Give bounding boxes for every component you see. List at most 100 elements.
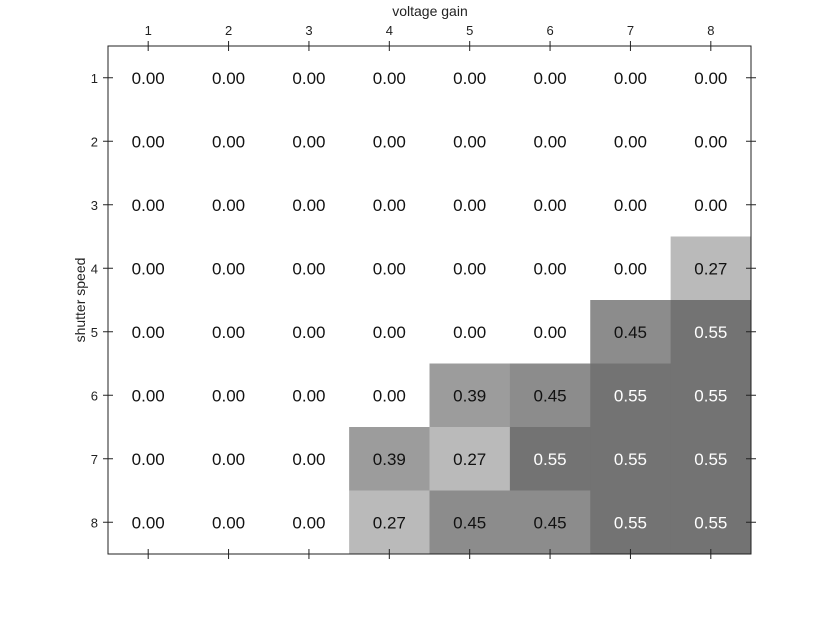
y-axis-title: shutter speed	[72, 258, 88, 343]
cell-value-label-r6-c4: 0.00	[373, 386, 406, 405]
cell-value-label-r6-c3: 0.00	[292, 386, 325, 405]
cell-value-label-r8-c1: 0.00	[132, 513, 165, 532]
cell-value-label-r3-c6: 0.00	[534, 196, 567, 215]
cell-value-label-r1-c1: 0.00	[132, 69, 165, 88]
heatmap-cell-r7-c5	[429, 427, 511, 491]
heatmap-cell-r2-c2	[188, 109, 270, 174]
heatmap-cell-r1-c6	[509, 46, 591, 110]
y-tick-label-3: 3	[91, 198, 98, 213]
cell-value-label-r2-c8: 0.00	[694, 132, 727, 151]
cell-value-label-r5-c1: 0.00	[132, 323, 165, 342]
cell-value-label-r8-c2: 0.00	[212, 513, 245, 532]
cell-value-label-r8-c4: 0.27	[373, 513, 406, 532]
heatmap-cell-r6-c1	[108, 363, 189, 428]
cell-value-label-r8-c8: 0.55	[694, 513, 727, 532]
heatmap-cell-r8-c7	[590, 490, 672, 555]
cell-value-label-r6-c6: 0.45	[534, 386, 567, 405]
y-tick-label-4: 4	[91, 261, 98, 276]
heatmap-cell-r7-c7	[590, 427, 672, 491]
cell-value-label-r7-c6: 0.55	[534, 450, 567, 469]
heatmap-cell-r1-c5	[429, 46, 511, 110]
cell-value-label-r1-c5: 0.00	[453, 69, 486, 88]
x-tick-label-8: 8	[707, 23, 714, 38]
heatmap-cell-r5-c7	[590, 300, 672, 364]
heatmap-cell-r6-c4	[349, 363, 430, 428]
heatmap-cell-r1-c2	[188, 46, 270, 110]
heatmap-cell-r8-c6	[509, 490, 591, 555]
y-tick-label-6: 6	[91, 388, 98, 403]
cell-value-label-r6-c2: 0.00	[212, 386, 245, 405]
cell-value-label-r7-c1: 0.00	[132, 450, 165, 469]
cell-value-label-r8-c5: 0.45	[453, 513, 486, 532]
x-tick-label-2: 2	[225, 23, 232, 38]
cell-value-label-r7-c3: 0.00	[292, 450, 325, 469]
heatmap-cell-r8-c2	[188, 490, 270, 555]
cells-layer: 0.00 0.00 0.00 0.00 0.00 0.00 0.00 0.00 0.00 0.00…	[108, 46, 752, 555]
heatmap-cell-r3-c7	[590, 173, 672, 237]
cell-value-label-r2-c6: 0.00	[534, 132, 567, 151]
heatmap-cell-r2-c5	[429, 109, 511, 174]
cell-value-label-r8-c6: 0.45	[534, 513, 567, 532]
cell-value-label-r8-c3: 0.00	[292, 513, 325, 532]
heatmap-cell-r8-c4	[349, 490, 430, 555]
cell-value-label-r4-c8: 0.27	[694, 259, 727, 278]
heatmap-cell-r8-c5	[429, 490, 511, 555]
cell-value-label-r4-c5: 0.00	[453, 259, 486, 278]
cell-value-label-r7-c5: 0.27	[453, 450, 486, 469]
x-tick-label-1: 1	[145, 23, 152, 38]
cell-value-label-r7-c7: 0.55	[614, 450, 647, 469]
cell-value-label-r2-c1: 0.00	[132, 132, 165, 151]
y-tick-label-5: 5	[91, 325, 98, 340]
heatmap-cell-r2-c8	[670, 109, 752, 174]
cell-value-label-r5-c4: 0.00	[373, 323, 406, 342]
heatmap-cell-r5-c6	[509, 300, 591, 364]
heatmap-cell-r3-c6	[509, 173, 591, 237]
heatmap-cell-r4-c3	[268, 236, 350, 301]
heatmap-cell-r5-c1	[108, 300, 189, 364]
heatmap-cell-r4-c8	[670, 236, 752, 301]
cell-value-label-r1-c6: 0.00	[534, 69, 567, 88]
heatmap-cell-r7-c4	[349, 427, 430, 491]
heatmap-cell-r2-c7	[590, 109, 672, 174]
heatmap-cell-r2-c6	[509, 109, 591, 174]
heatmap-cell-r3-c5	[429, 173, 511, 237]
heatmap-cell-r6-c7	[590, 363, 672, 428]
x-tick-label-5: 5	[466, 23, 473, 38]
heatmap-cell-r7-c2	[188, 427, 270, 491]
x-tick-label-4: 4	[386, 23, 393, 38]
cell-value-label-r1-c7: 0.00	[614, 69, 647, 88]
cell-value-label-r4-c3: 0.00	[292, 259, 325, 278]
cell-value-label-r4-c7: 0.00	[614, 259, 647, 278]
cell-value-label-r5-c6: 0.00	[534, 323, 567, 342]
heatmap-cell-r4-c5	[429, 236, 511, 301]
heatmap-cell-r1-c4	[349, 46, 430, 110]
cell-value-label-r2-c3: 0.00	[292, 132, 325, 151]
cell-value-label-r3-c5: 0.00	[453, 196, 486, 215]
y-tick-label-7: 7	[91, 452, 98, 467]
cell-value-label-r6-c7: 0.55	[614, 386, 647, 405]
heatmap-cell-r4-c7	[590, 236, 672, 301]
heatmap-cell-r1-c7	[590, 46, 672, 110]
x-tick-label-7: 7	[627, 23, 634, 38]
heatmap-cell-r7-c3	[268, 427, 350, 491]
heatmap-cell-r7-c8	[670, 427, 752, 491]
heatmap-cell-r6-c3	[268, 363, 350, 428]
cell-value-label-r6-c1: 0.00	[132, 386, 165, 405]
cell-value-label-r5-c3: 0.00	[292, 323, 325, 342]
heatmap-cell-r1-c1	[108, 46, 189, 110]
x-axis-title: voltage gain	[392, 3, 468, 19]
cell-value-label-r4-c1: 0.00	[132, 259, 165, 278]
cell-value-label-r1-c2: 0.00	[212, 69, 245, 88]
cell-value-label-r4-c4: 0.00	[373, 259, 406, 278]
y-tick-label-8: 8	[91, 515, 98, 530]
cell-value-label-r2-c7: 0.00	[614, 132, 647, 151]
cell-value-label-r3-c3: 0.00	[292, 196, 325, 215]
cell-value-label-r3-c8: 0.00	[694, 196, 727, 215]
heatmap-cell-r2-c1	[108, 109, 189, 174]
x-tick-label-6: 6	[546, 23, 553, 38]
cell-value-label-r6-c8: 0.55	[694, 386, 727, 405]
cell-value-label-r2-c5: 0.00	[453, 132, 486, 151]
heatmap-cell-r8-c1	[108, 490, 189, 555]
